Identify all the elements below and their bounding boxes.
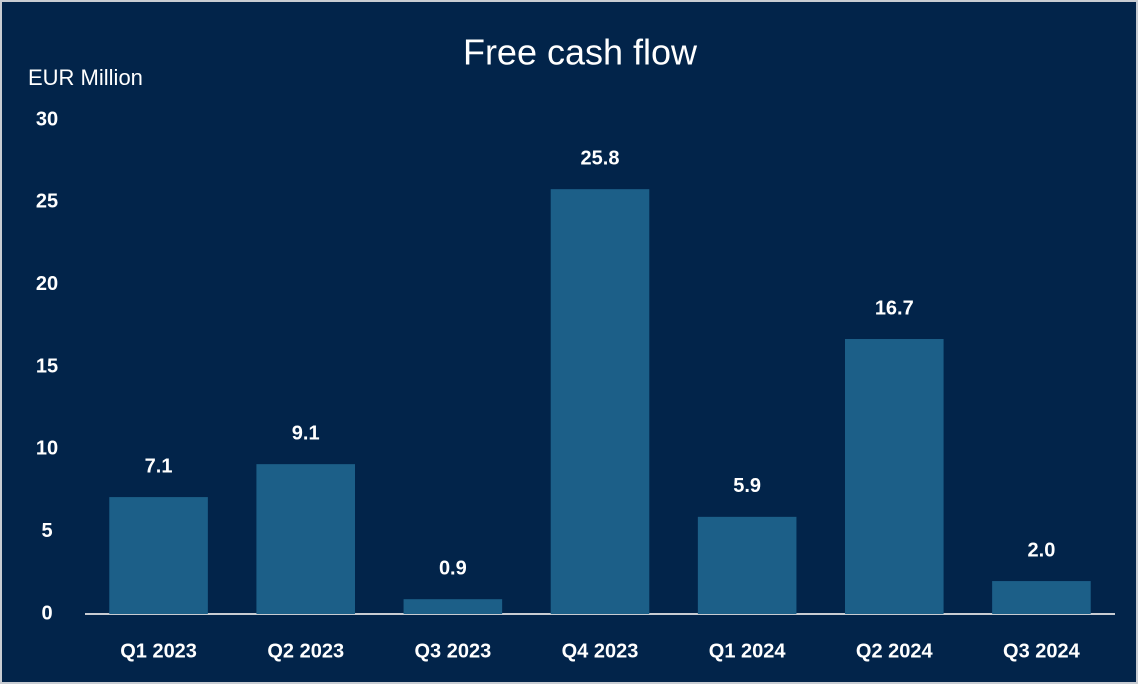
y-tick-label: 15 — [36, 355, 58, 377]
bar — [550, 189, 650, 614]
x-tick-label: Q1 2024 — [709, 640, 787, 662]
y-tick-label: 25 — [36, 191, 58, 213]
data-label: 25.8 — [581, 147, 620, 169]
bar — [697, 516, 797, 614]
data-label: 2.0 — [1028, 539, 1056, 561]
x-tick-label: Q2 2023 — [267, 640, 344, 662]
chart-title: Free cash flow — [463, 32, 698, 73]
bar — [403, 599, 503, 614]
x-tick-label: Q2 2024 — [856, 640, 934, 662]
x-tick-label: Q3 2023 — [414, 640, 491, 662]
data-label: 9.1 — [292, 422, 320, 444]
x-tick-label: Q4 2023 — [562, 640, 639, 662]
data-label: 5.9 — [733, 475, 761, 497]
bar — [256, 464, 356, 614]
bar — [844, 339, 944, 614]
data-label: 16.7 — [875, 297, 914, 319]
bar — [992, 581, 1091, 614]
y-axis-label: EUR Million — [28, 65, 143, 90]
x-tick-label: Q1 2023 — [120, 640, 197, 662]
bar — [109, 497, 208, 614]
y-tick-label: 10 — [36, 438, 58, 460]
y-tick-label: 30 — [36, 108, 58, 130]
y-tick-label: 20 — [36, 273, 58, 295]
data-label: 7.1 — [145, 455, 173, 477]
data-label: 0.9 — [439, 557, 467, 579]
y-tick-label: 5 — [41, 520, 52, 542]
y-tick-label: 0 — [41, 602, 52, 624]
x-tick-label: Q3 2024 — [1003, 640, 1081, 662]
